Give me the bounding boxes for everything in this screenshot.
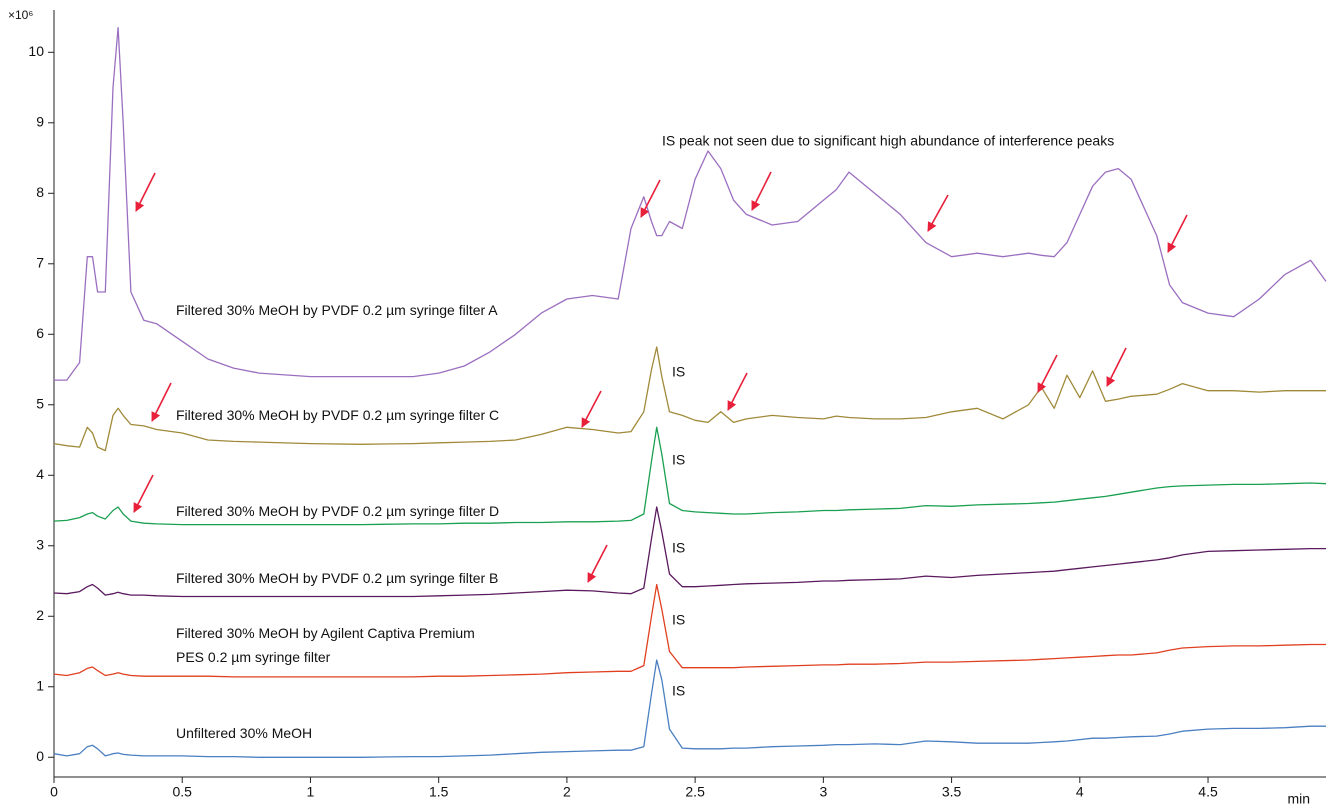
series-line (53, 583, 1326, 678)
peak-label: IS (672, 683, 685, 699)
x-tick-label: 4 (1076, 784, 1084, 800)
series-label: Filtered 30% MeOH by PVDF 0.2 µm syringe… (176, 503, 500, 519)
arrow (1037, 354, 1058, 393)
series-label: Filtered 30% MeOH by PVDF 0.2 µm syringe… (176, 302, 498, 318)
series-line (53, 506, 1326, 598)
x-tick-label: 0 (50, 784, 58, 800)
x-tick-label: 3 (819, 784, 827, 800)
x-tick-label: 2 (563, 784, 571, 800)
y-tick-label: 0 (36, 748, 44, 764)
arrow (640, 179, 661, 218)
series-line (53, 426, 1327, 526)
arrow (151, 382, 172, 422)
y-tick-label: 5 (36, 395, 44, 411)
y-tick-label: 6 (36, 325, 44, 341)
y-tick-label: 2 (36, 607, 44, 623)
arrow (587, 544, 608, 583)
y-tick-label: 1 (36, 677, 44, 693)
x-axis-label: min (1287, 791, 1310, 807)
y-tick-label: 7 (36, 254, 44, 270)
arrow (727, 372, 748, 411)
x-tick-label: 0.5 (172, 784, 192, 800)
series-label: Filtered 30% MeOH by PVDF 0.2 µm syringe… (176, 407, 500, 423)
series-line (54, 26, 1327, 381)
y-tick-label: 8 (36, 184, 44, 200)
annotation: IS peak not seen due to significant high… (662, 133, 1114, 149)
series-line (53, 346, 1326, 452)
x-tick-label: 1 (307, 784, 315, 800)
y-axis-label: ×10⁶ (8, 8, 33, 22)
arrow (1106, 347, 1127, 387)
y-tick-label: 4 (36, 466, 44, 482)
arrow (1167, 214, 1188, 253)
x-tick-label: 3.5 (942, 784, 962, 800)
y-tick-label: 9 (36, 113, 44, 129)
arrow (133, 474, 154, 513)
arrow (751, 171, 772, 211)
arrow (581, 390, 602, 428)
peak-label: IS (672, 540, 685, 556)
x-tick-label: 2.5 (685, 784, 705, 800)
series-label: Unfiltered 30% MeOH (176, 725, 313, 741)
x-tick-label: 1.5 (429, 784, 449, 800)
arrow (135, 172, 156, 212)
peak-label: IS (672, 364, 685, 380)
x-tick-label: 4.5 (1198, 784, 1218, 800)
y-tick-label: 10 (28, 43, 44, 59)
series-label: Filtered 30% MeOH by Agilent Captiva Pre… (176, 625, 475, 665)
peak-label: IS (672, 452, 685, 468)
y-tick-label: 3 (36, 536, 44, 552)
series-label: Filtered 30% MeOH by PVDF 0.2 µm syringe… (176, 570, 499, 586)
arrow (927, 194, 949, 232)
series-line (53, 659, 1326, 758)
peak-label: IS (672, 612, 685, 628)
